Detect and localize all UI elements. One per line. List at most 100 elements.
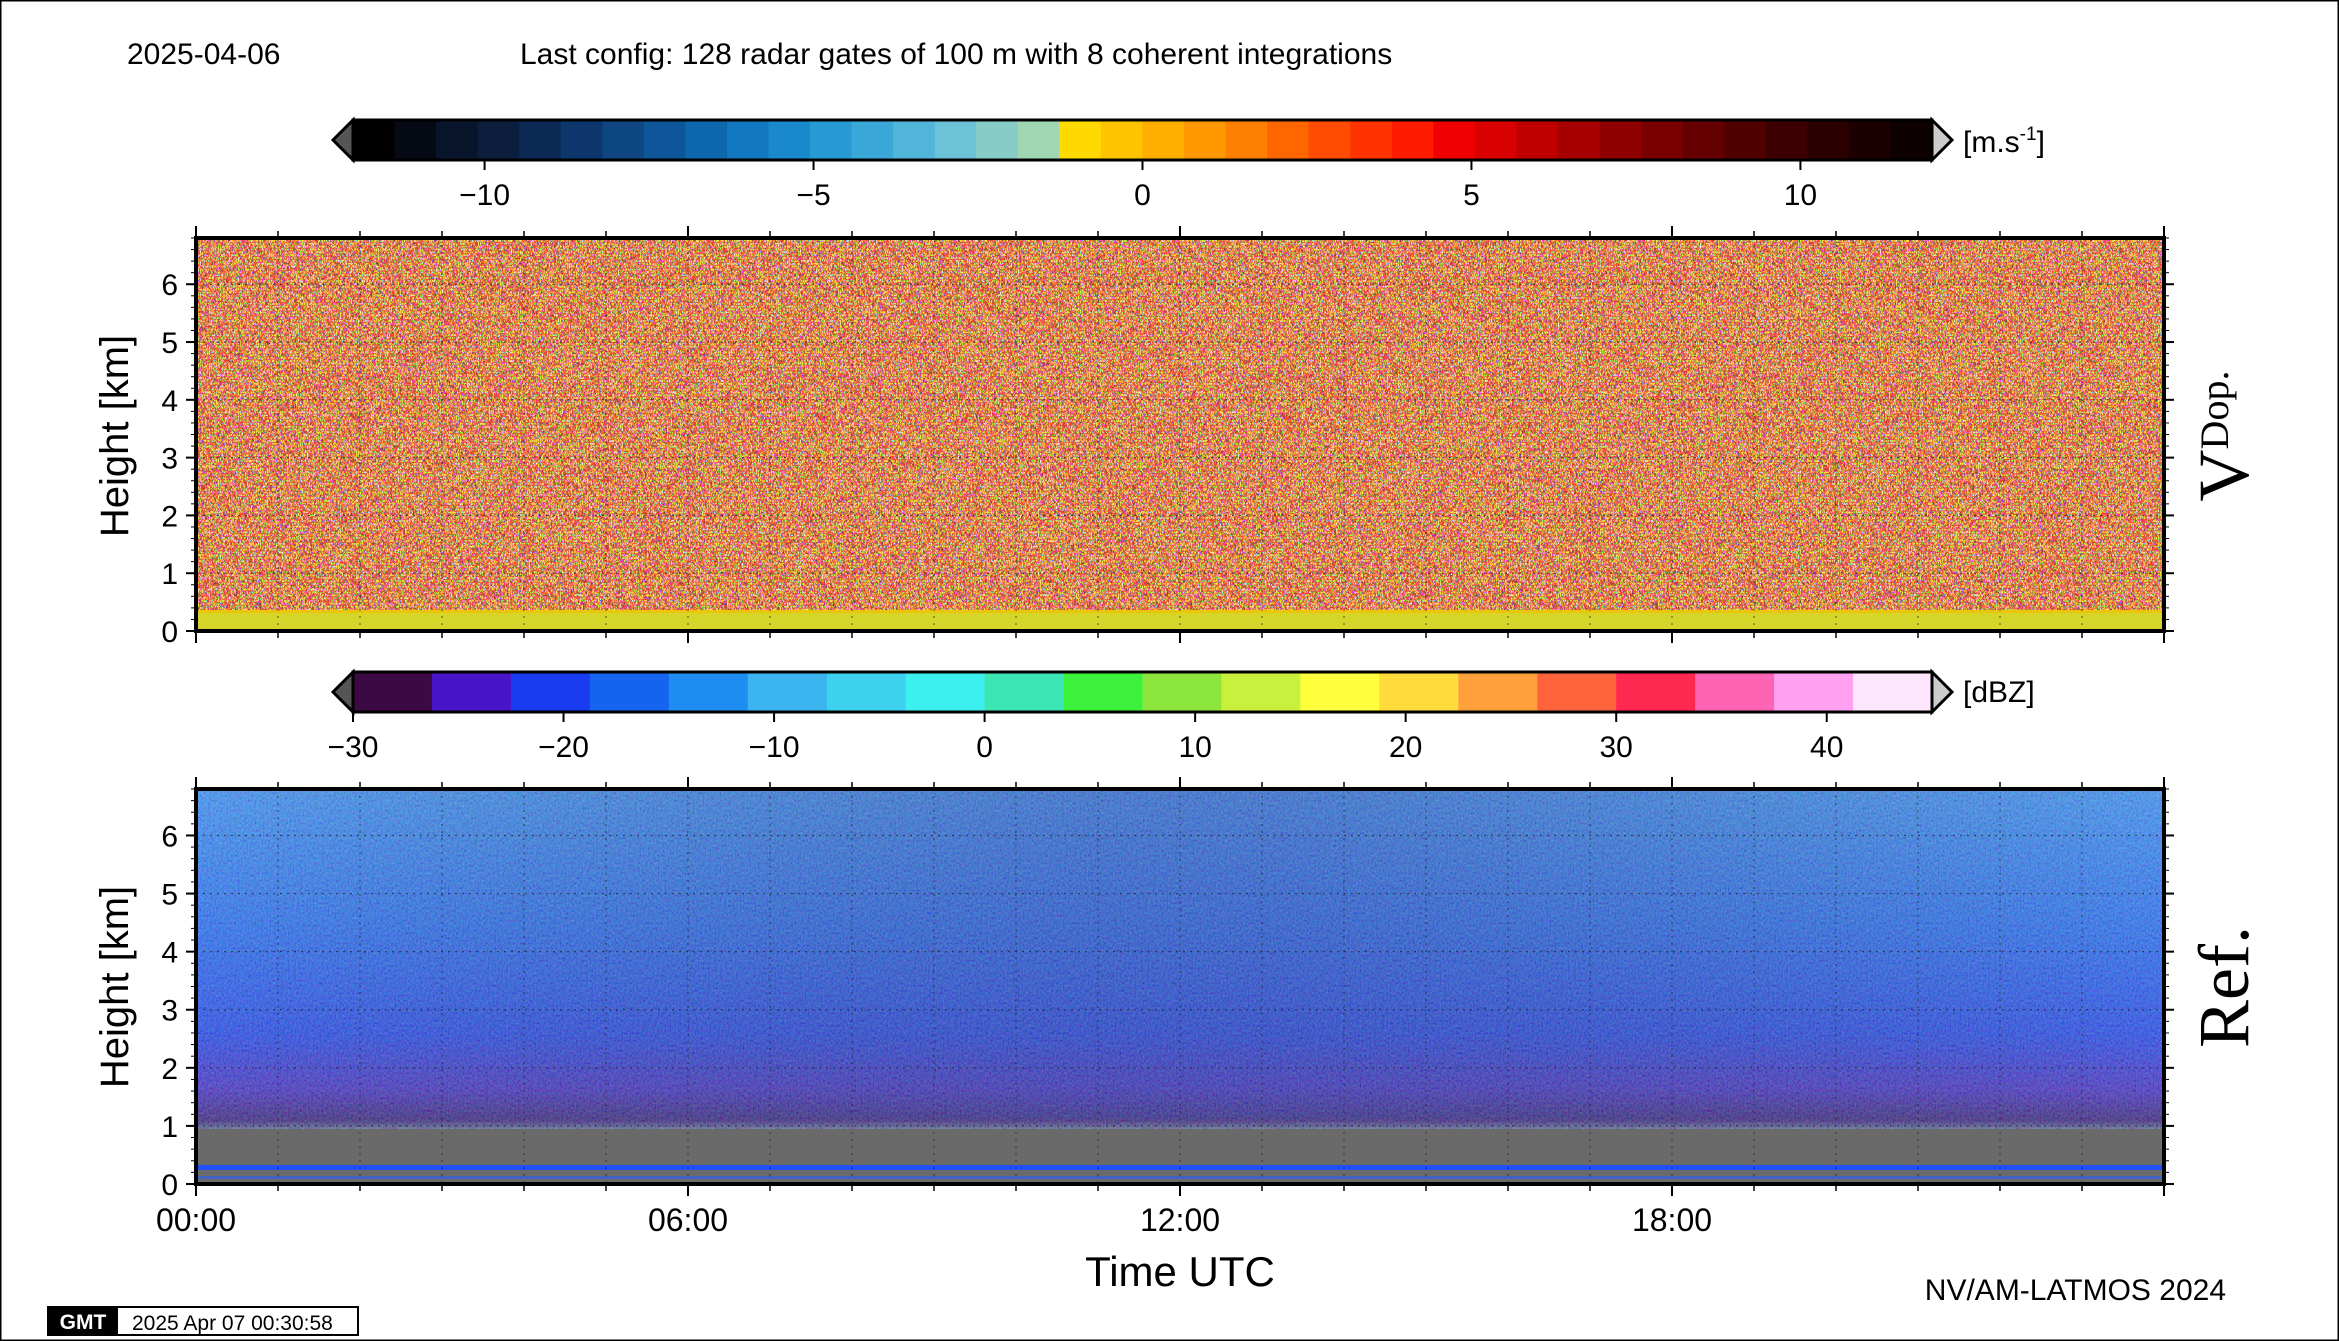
footer-credit: NV/AM-LATMOS 2024	[1925, 1274, 2226, 1307]
reflectivity-ytick-label: 6	[161, 820, 178, 853]
reflectivity-colorbar-swatch	[1458, 672, 1538, 712]
reflectivity-colorbar-tick-label: −30	[328, 731, 379, 764]
velocity-colorbar-swatch	[1433, 120, 1476, 160]
reflectivity-colorbar-swatch	[1221, 672, 1301, 712]
reflectivity-colorbar-swatch	[1063, 672, 1144, 712]
velocity-ytick-label: 4	[161, 385, 178, 418]
reflectivity-colorbar-swatch	[353, 672, 433, 712]
velocity-colorbar-tick-label: 5	[1463, 179, 1480, 212]
reflectivity-xtick-label: 12:00	[1140, 1202, 1220, 1238]
reflectivity-colorbar-unit: [dBZ]	[1963, 676, 2035, 709]
velocity-colorbar-swatch	[1100, 120, 1144, 160]
velocity-colorbar-swatch	[976, 120, 1019, 160]
velocity-colorbar-unit: [m.s-1]	[1963, 124, 2045, 159]
reflectivity-xtick-label: 06:00	[648, 1202, 728, 1238]
reflectivity-xtick-label: 00:00	[156, 1202, 236, 1238]
velocity-colorbar-swatch	[1558, 120, 1601, 160]
velocity-colorbar-swatch	[519, 120, 562, 160]
reflectivity-colorbar-swatch	[1695, 672, 1775, 712]
reflectivity-colorbar-swatch	[1537, 672, 1617, 712]
velocity-colorbar-swatch	[1308, 120, 1351, 160]
reflectivity-colorbar-swatch	[747, 672, 828, 712]
velocity-colorbar-swatch	[810, 120, 853, 160]
velocity-colorbar-swatch	[643, 120, 687, 160]
reflectivity-ytick-label: 1	[161, 1111, 178, 1144]
header-date: 2025-04-06	[127, 38, 280, 71]
velocity-ytick-label: 0	[161, 616, 178, 649]
velocity-surface-layer	[196, 610, 2164, 631]
velocity-colorbar-swatch	[602, 120, 645, 160]
velocity-colorbar-swatch	[685, 120, 728, 160]
reflectivity-ytick-label: 4	[161, 937, 178, 970]
velocity-colorbar-extend-high	[1930, 116, 1955, 164]
velocity-colorbar: −10 −5 0 5 10	[330, 116, 1955, 212]
reflectivity-xtick-label: 18:00	[1632, 1202, 1712, 1238]
velocity-colorbar-swatch	[1641, 120, 1684, 160]
velocity-colorbar-swatch	[1848, 120, 1892, 160]
velocity-colorbar-swatch	[1267, 120, 1310, 160]
velocity-colorbar-swatch	[353, 120, 396, 160]
reflectivity-colorbar-tick-label: 10	[1178, 731, 1211, 764]
velocity-ytick-label: 6	[161, 269, 178, 302]
reflectivity-colorbar-swatch	[1379, 672, 1459, 712]
reflectivity-surface-line-2	[196, 1176, 2164, 1179]
reflectivity-colorbar-swatch	[668, 672, 749, 712]
reflectivity-colorbar-tick-label: −10	[749, 731, 800, 764]
reflectivity-colorbar-tick-label: 0	[976, 731, 993, 764]
velocity-colorbar-swatch	[1059, 120, 1102, 160]
velocity-colorbar-swatch	[726, 120, 770, 160]
reflectivity-colorbar-swatch	[1774, 672, 1854, 712]
reflectivity-colorbar-swatch	[1142, 672, 1223, 712]
velocity-colorbar-swatch	[1391, 120, 1434, 160]
velocity-colorbar-swatch	[560, 120, 603, 160]
velocity-colorbar-swatch	[893, 120, 936, 160]
velocity-colorbar-swatch	[934, 120, 977, 160]
velocity-colorbar-swatch	[1765, 120, 1808, 160]
velocity-ytick-label: 3	[161, 443, 178, 476]
reflectivity-axes: 0 1 2 3 4 5 6 00:00 06:00 12:00 18:00	[156, 777, 2174, 1238]
velocity-colorbar-swatch	[436, 120, 479, 160]
gmt-logo-text: GMT	[60, 1311, 107, 1334]
velocity-colorbar-swatch	[768, 120, 811, 160]
velocity-colorbar-swatch	[1599, 120, 1642, 160]
velocity-colorbar-swatch	[1890, 120, 1933, 160]
velocity-colorbar-swatch	[1474, 120, 1518, 160]
velocity-colorbar-tick-label: 10	[1784, 179, 1817, 212]
reflectivity-panel-label: Ref.	[2184, 926, 2264, 1048]
reflectivity-colorbar-swatch	[510, 672, 591, 712]
velocity-colorbar-swatch	[1516, 120, 1559, 160]
velocity-colorbar-swatch	[1184, 120, 1227, 160]
reflectivity-colorbar-tick-label: 40	[1810, 731, 1843, 764]
reflectivity-colorbar-extend-high	[1930, 668, 1955, 716]
reflectivity-ytick-label: 5	[161, 879, 178, 912]
reflectivity-colorbar-swatch	[826, 672, 907, 712]
velocity-ytick-label: 5	[161, 327, 178, 360]
reflectivity-ytick-label: 2	[161, 1053, 178, 1086]
velocity-colorbar-swatch	[1017, 120, 1060, 160]
reflectivity-colorbar-swatch	[431, 672, 512, 712]
velocity-colorbar-tick-label: 0	[1134, 179, 1151, 212]
reflectivity-ylabel: Height [km]	[93, 886, 137, 1088]
reflectivity-ytick-label: 0	[161, 1169, 178, 1202]
reflectivity-colorbar-tick-label: −20	[538, 731, 589, 764]
reflectivity-colorbar-swatch	[905, 672, 986, 712]
reflectivity-colorbar: −30 −20 −10 0 10 20 30 40	[328, 668, 1955, 764]
velocity-colorbar-swatch	[394, 120, 437, 160]
reflectivity-colorbar-swatch	[984, 672, 1065, 712]
reflectivity-colorbar-tick-label: 30	[1600, 731, 1633, 764]
reflectivity-colorbar-extend-low	[330, 668, 355, 716]
reflectivity-colorbar-swatch	[589, 672, 670, 712]
header-config: Last config: 128 radar gates of 100 m wi…	[520, 38, 1392, 71]
velocity-ytick-label: 1	[161, 558, 178, 591]
gmt-logo	[48, 1307, 118, 1335]
reflectivity-ytick-label: 3	[161, 995, 178, 1028]
velocity-axes: 0 1 2 3 4 5 6	[161, 226, 2174, 649]
footer-timestamp: 2025 Apr 07 00:30:58	[132, 1312, 333, 1335]
reflectivity-colorbar-swatch	[1300, 672, 1380, 712]
velocity-colorbar-swatch	[1225, 120, 1268, 160]
reflectivity-xlabel: Time UTC	[1085, 1248, 1275, 1295]
velocity-colorbar-swatch	[1350, 120, 1393, 160]
velocity-colorbar-swatch	[1724, 120, 1767, 160]
velocity-colorbar-swatch	[851, 120, 894, 160]
